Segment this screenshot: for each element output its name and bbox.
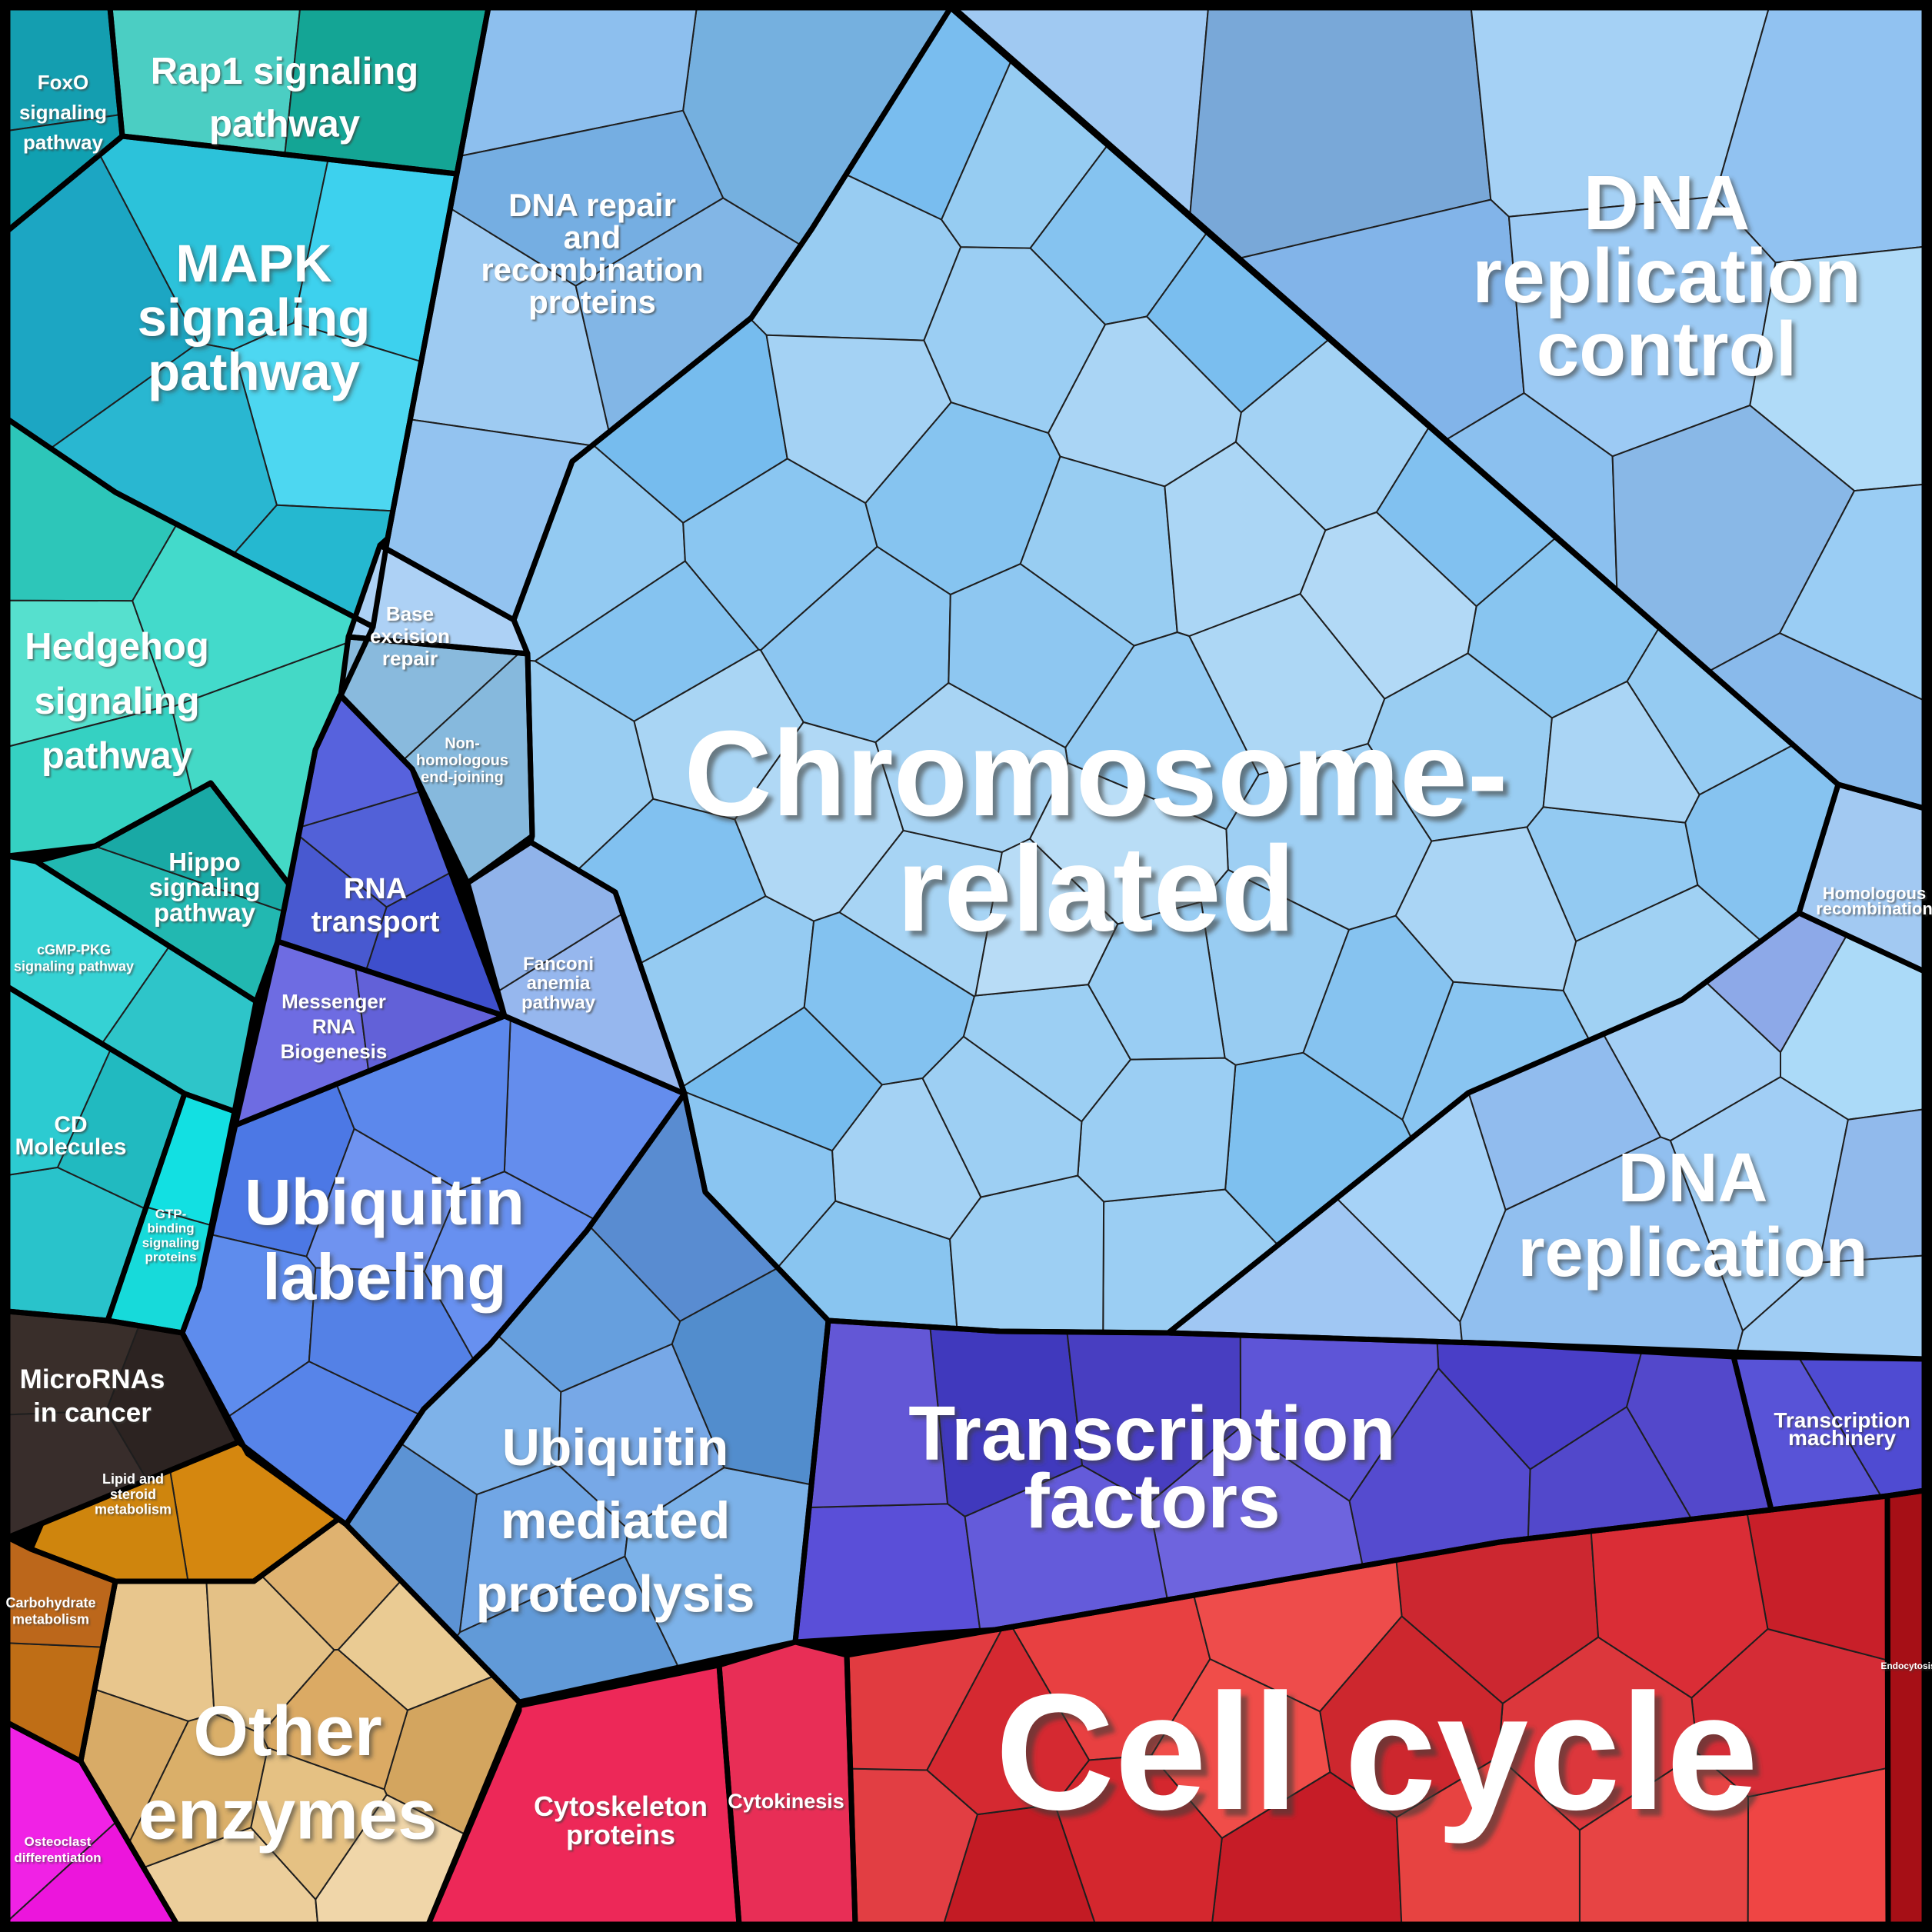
svg-text:Endocytosis: Endocytosis — [1880, 1661, 1932, 1671]
svg-text:Cell cycle: Cell cycle — [995, 1659, 1758, 1844]
svg-text:Chromosome-related: Chromosome-related — [685, 706, 1508, 957]
svg-text:Chromosome-related: Chromosome-related — [689, 711, 1513, 962]
svg-text:Cell cycle: Cell cycle — [1002, 1666, 1765, 1851]
svg-text:Cytokinesis: Cytokinesis — [729, 1791, 846, 1814]
svg-text:Endocytosis: Endocytosis — [1882, 1662, 1932, 1673]
svg-text:Cytokinesis: Cytokinesis — [728, 1790, 844, 1813]
